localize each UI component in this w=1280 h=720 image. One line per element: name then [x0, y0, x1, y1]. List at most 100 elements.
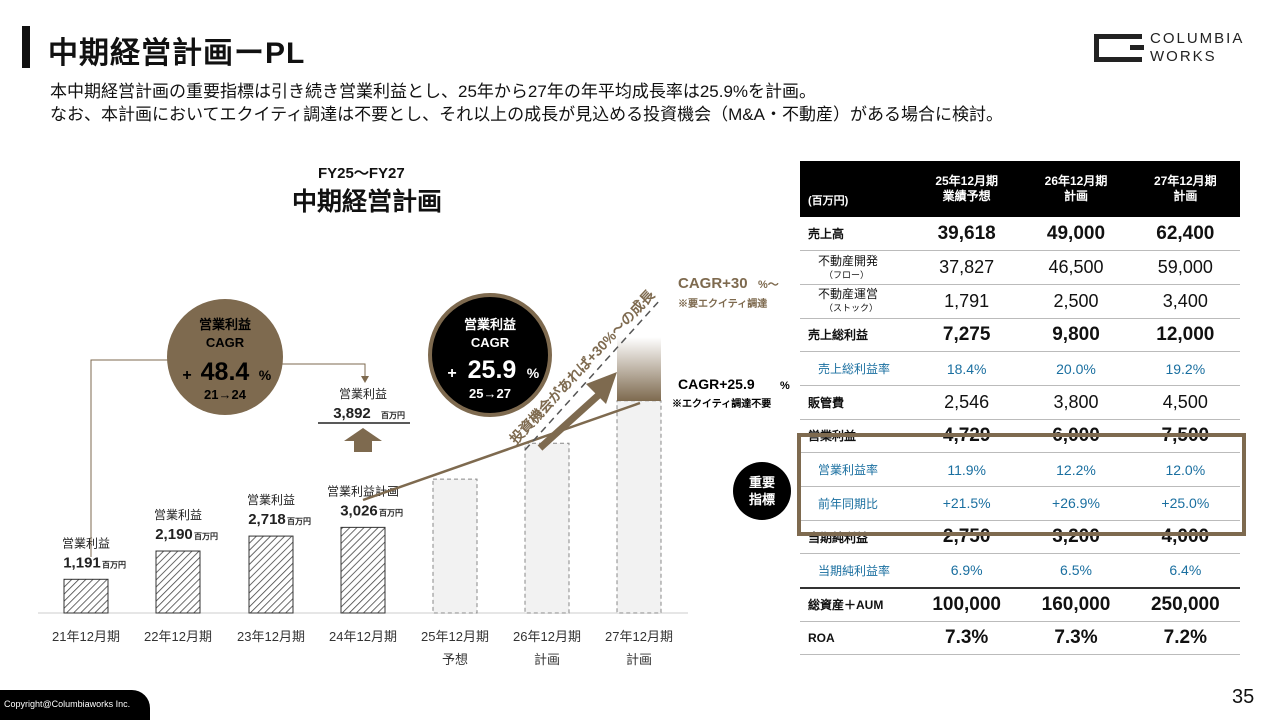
cell: 6.4%: [1130, 553, 1240, 589]
table-header-row: (百万円) 25年12月期 業績予想 26年12月期 計画 27年12月期 計画: [800, 161, 1240, 217]
circle2-line2: CAGR: [471, 335, 510, 350]
cell: 12,000: [1130, 318, 1240, 353]
cagr-circle-2: [428, 293, 552, 417]
table-row: 売上高 39,618 49,000 62,400: [800, 217, 1240, 252]
cell: 39,618: [912, 217, 1022, 252]
cell: 4,500: [1130, 385, 1240, 420]
bar-series-label: 営業利益: [247, 493, 295, 507]
col-header-line: 26年12月期: [1044, 174, 1108, 188]
bar: [616, 400, 662, 614]
table-unit: (百万円): [800, 161, 912, 217]
cagr-base-label: CAGR+25.9: [678, 376, 755, 392]
bar-value-label: 3,026: [340, 502, 378, 519]
table-row: 総資産＋AUM 100,000 160,000 250,000: [800, 586, 1240, 622]
circle1-line2: CAGR: [206, 335, 245, 350]
row-label-sub: （ストック）: [824, 303, 879, 314]
connector-arrowhead-icon: [361, 376, 369, 383]
cell: 6.9%: [912, 553, 1022, 589]
cell: +21.5%: [912, 486, 1022, 521]
cell: 250,000: [1130, 586, 1240, 622]
subtitle-line-2: なお、本計画においてエクイティ調達は不要とし、それ以上の成長が見込める投資機会（…: [50, 105, 1003, 124]
table-col-header: 26年12月期 計画: [1021, 161, 1131, 217]
cell: 3,200: [1021, 520, 1131, 555]
title-accent-bar: [22, 26, 30, 68]
cell: 59,000: [1130, 250, 1240, 285]
circle1-plus: +: [182, 367, 191, 384]
key-metric-badge: 重要 指標: [733, 462, 791, 520]
cagr-base-note: ※エクイティ調達不要: [672, 397, 771, 410]
logo-text-1: COLUMBIA: [1150, 30, 1245, 47]
x-tick-label: 23年12月期: [237, 629, 305, 644]
cagr-high-suffix: %～: [758, 279, 779, 291]
bar: [524, 442, 570, 614]
table-col-header: 25年12月期 業績予想: [912, 161, 1022, 217]
table-row: 売上総利益率 18.4% 20.0% 19.2%: [800, 351, 1240, 386]
cell: 3,800: [1021, 385, 1131, 420]
connector-right: [250, 363, 366, 378]
row-label-text: 不動産開発: [818, 253, 879, 268]
circle2-pct: %: [527, 365, 540, 381]
cell: 49,000: [1021, 217, 1131, 252]
actual-label: 営業利益: [339, 387, 387, 401]
row-label: 不動産開発 （フロー）: [800, 250, 912, 285]
x-tick-label: 27年12月期: [605, 629, 673, 644]
logo-mark-icon: [1094, 34, 1142, 62]
cell: 18.4%: [912, 351, 1022, 386]
bar-unit-label: 百万円: [194, 532, 218, 541]
bar: [63, 578, 109, 614]
cagr-base-suffix: %: [780, 380, 790, 392]
row-label: ROA: [800, 621, 912, 656]
cell: 11.9%: [912, 452, 1022, 487]
row-label-text: 不動産運営: [818, 287, 879, 302]
key-badge-line: 重要: [748, 475, 775, 490]
cell: 7,275: [912, 318, 1022, 353]
table-col-header: 27年12月期 計画: [1130, 161, 1240, 217]
x-tick-label: 22年12月期: [144, 629, 212, 644]
key-metric-highlight: [797, 433, 1246, 536]
chart-heading-period: FY25～FY27: [318, 165, 405, 182]
subtitle-line-1: 本中期経営計画の重要指標は引き続き営業利益とし、25年から27年の年平均成長率は…: [50, 82, 817, 101]
col-header-line: 25年12月期: [935, 174, 999, 188]
row-label: 販管費: [800, 385, 912, 420]
circle1-line1: 営業利益: [199, 317, 251, 332]
cagr-high-label: CAGR+30: [678, 275, 748, 292]
bar-series-label: 営業利益: [62, 536, 110, 550]
bar-unit-label: 百万円: [102, 560, 126, 569]
bar-unit-label: 百万円: [379, 508, 403, 517]
bar: [155, 550, 201, 614]
cell: 20.0%: [1021, 351, 1131, 386]
cell: 2,750: [912, 520, 1022, 555]
cell: 160,000: [1021, 586, 1131, 622]
table-row: ROA 7.3% 7.3% 7.2%: [800, 621, 1240, 656]
row-label-sub: （フロー）: [824, 269, 870, 280]
actual-value: 3,892: [333, 405, 371, 422]
table-row: 販管費 2,546 3,800 4,500: [800, 385, 1240, 420]
table-row: 不動産運営 （ストック） 1,791 2,500 3,400: [800, 284, 1240, 319]
table-row: 営業利益率 11.9% 12.2% 12.0%: [800, 452, 1240, 487]
row-label: 売上高: [800, 217, 912, 252]
col-header-line: 27年12月期: [1153, 174, 1217, 188]
circle1-value: 48.4: [201, 358, 250, 386]
bar: [340, 526, 386, 614]
cell: 4,000: [1130, 520, 1240, 555]
page-subtitle: 本中期経営計画の重要指標は引き続き営業利益とし、25年から27年の年平均成長率は…: [50, 80, 1003, 126]
cell: 62,400: [1130, 217, 1240, 252]
cell: 12.0%: [1130, 452, 1240, 487]
cell: +26.9%: [1021, 486, 1131, 521]
circle1-range: 21→24: [204, 387, 247, 402]
cell: 100,000: [912, 586, 1022, 622]
bar-series-label: 営業利益: [154, 508, 202, 522]
cell: 46,500: [1021, 250, 1131, 285]
bar: [432, 478, 478, 614]
table-row: 前年同期比 +21.5% +26.9% +25.0%: [800, 486, 1240, 521]
x-tick-label: 26年12月期: [513, 629, 581, 644]
key-badge-line: 指標: [748, 492, 775, 507]
x-tick-sublabel: 計画: [626, 652, 652, 667]
row-label: 総資産＋AUM: [800, 586, 912, 622]
col-header-line: 計画: [1173, 189, 1198, 203]
copyright: Copyright@Columbiaworks Inc.: [0, 690, 150, 720]
x-tick-sublabel: 予想: [442, 652, 468, 667]
up-arrow-icon: [344, 428, 382, 452]
trend-line-upside: [524, 299, 661, 451]
